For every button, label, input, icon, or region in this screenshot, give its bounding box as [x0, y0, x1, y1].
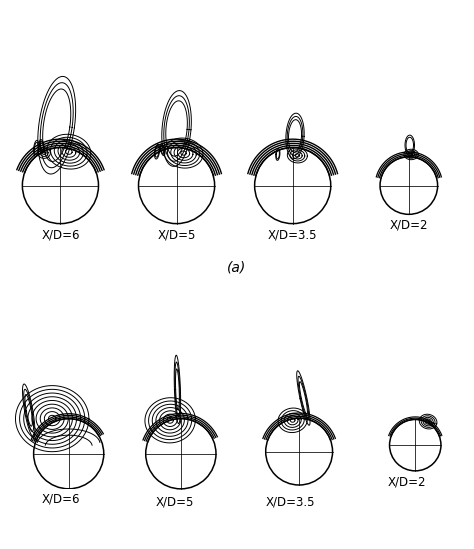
Text: X/D=2: X/D=2	[390, 218, 428, 231]
Text: X/D=5: X/D=5	[155, 496, 193, 509]
Text: X/D=2: X/D=2	[387, 476, 426, 489]
Text: X/D=3.5: X/D=3.5	[268, 229, 318, 242]
Text: X/D=5: X/D=5	[157, 229, 196, 242]
Text: X/D=6: X/D=6	[41, 229, 80, 242]
Text: X/D=3.5: X/D=3.5	[266, 496, 315, 509]
Text: (a): (a)	[228, 261, 246, 275]
Text: X/D=6: X/D=6	[41, 492, 80, 505]
